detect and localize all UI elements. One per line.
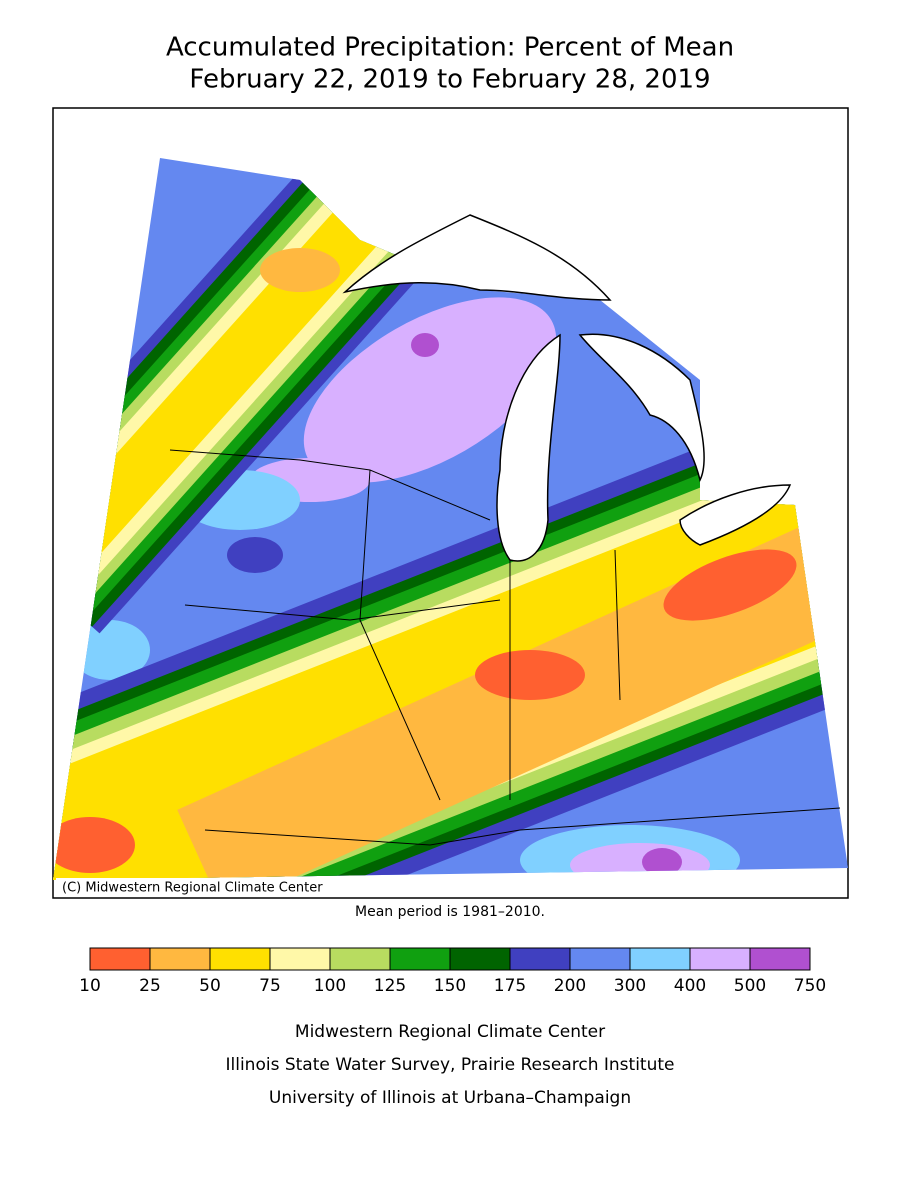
- legend-swatch: [449, 947, 511, 971]
- legend-swatch: [149, 947, 211, 971]
- legend-swatch: [269, 947, 331, 971]
- legend-tick-label: 125: [374, 976, 406, 996]
- legend-swatch: [509, 947, 571, 971]
- note: Mean period is 1981–2010.: [355, 904, 545, 920]
- legend-tick-label: 400: [674, 976, 706, 996]
- legend-tick-label: 500: [734, 976, 766, 996]
- legend-tick-label: 25: [139, 976, 161, 996]
- legend-tick-label: 75: [259, 976, 281, 996]
- legend-tick-label: 50: [199, 976, 221, 996]
- credit: Illinois State Water Survey, Prairie Res…: [226, 1055, 675, 1075]
- copyright-box: [56, 878, 338, 896]
- legend-swatch: [749, 947, 811, 971]
- copyright: (C) Midwestern Regional Climate Center: [62, 881, 323, 896]
- legend-swatch: [689, 947, 751, 971]
- legend: 10 25 50 75 100 125 150 175 200 300 400 500 750: [79, 947, 826, 996]
- legend-swatch: [209, 947, 271, 971]
- credit: University of Illinois at Urbana–Champai…: [269, 1088, 631, 1108]
- legend-swatch: [389, 947, 451, 971]
- legend-tick-label: 100: [314, 976, 346, 996]
- legend-tick-label: 10: [79, 976, 101, 996]
- credit: Midwestern Regional Climate Center: [295, 1022, 605, 1042]
- legend-swatch: [629, 947, 691, 971]
- legend-tick-label: 150: [434, 976, 466, 996]
- title-line: February 22, 2019 to February 28, 2019: [189, 65, 710, 95]
- legend-tick-label: 300: [614, 976, 646, 996]
- legend-swatch: [569, 947, 631, 971]
- state-borders: [169, 449, 841, 846]
- legend-tick-label: 750: [794, 976, 826, 996]
- legend-swatch: [329, 947, 391, 971]
- lakes: [342, 214, 792, 562]
- legend-tick-label: 175: [494, 976, 526, 996]
- legend-tick-label: 200: [554, 976, 586, 996]
- legend-swatch: [89, 947, 151, 971]
- title-line: Accumulated Precipitation: Percent of Me…: [166, 33, 734, 63]
